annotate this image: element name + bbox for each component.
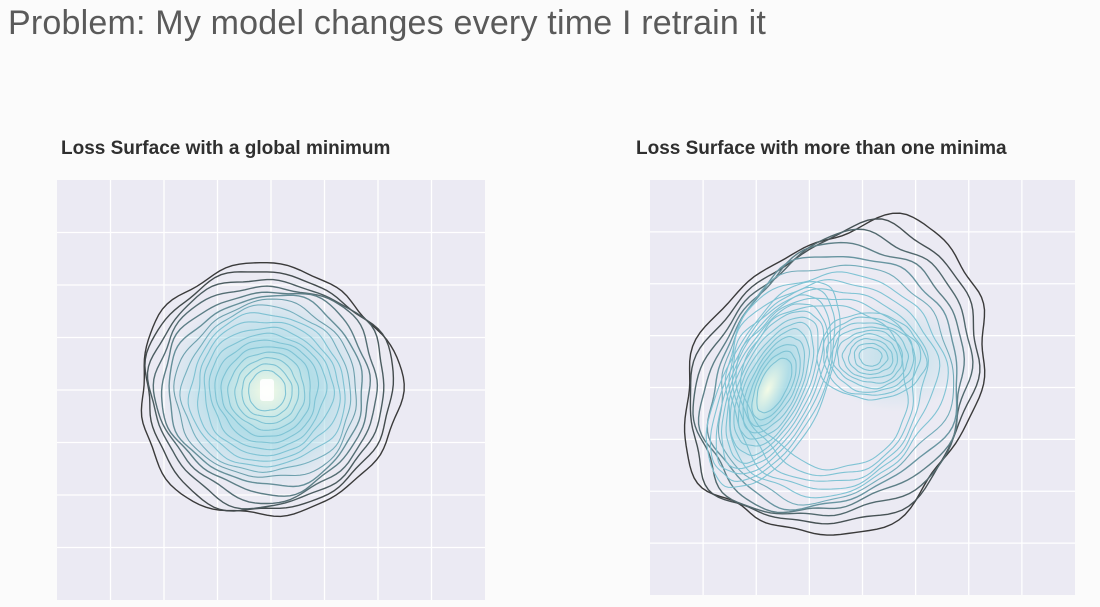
contour-line <box>706 256 958 511</box>
contour-line <box>160 291 372 497</box>
contour-line <box>214 339 320 444</box>
contour-line <box>144 271 395 512</box>
contour-line <box>173 298 357 478</box>
contour-line <box>720 303 829 470</box>
contour-line <box>816 312 928 401</box>
contour-line <box>731 288 929 482</box>
contour-lines <box>683 212 986 536</box>
contour-line <box>715 294 832 475</box>
slide-title: Problem: My model changes every time I r… <box>8 4 767 42</box>
contour-line <box>705 281 841 488</box>
contour-line <box>724 271 949 499</box>
contour-line <box>746 344 801 427</box>
contour-svg-global-minimum <box>57 180 485 600</box>
contour-line <box>168 294 363 488</box>
contour-line <box>853 342 889 372</box>
contour-line <box>733 321 815 447</box>
contour-line <box>187 312 346 468</box>
contour-line <box>742 335 806 434</box>
contour-plot-multiple-minima <box>650 180 1075 595</box>
contour-line <box>220 346 311 437</box>
contour-line <box>179 304 352 473</box>
contour-line <box>208 332 328 451</box>
contour-line <box>146 278 385 510</box>
contour-line <box>825 322 915 393</box>
contour-line <box>725 310 825 464</box>
contour-line <box>234 357 300 425</box>
contour-lines <box>140 262 405 518</box>
contour-line <box>203 326 335 457</box>
contour-line <box>692 228 974 517</box>
contour-plot-global-minimum <box>57 180 485 600</box>
contour-line <box>729 316 819 457</box>
contour-line <box>197 321 341 462</box>
contour-line <box>241 363 293 418</box>
contour-line <box>858 347 883 367</box>
contour-line <box>756 357 793 414</box>
contour-line <box>737 328 810 440</box>
contour-line <box>841 333 899 379</box>
contour-line <box>152 285 379 505</box>
contour-line <box>227 351 306 431</box>
contour-line <box>823 316 922 396</box>
contour-line <box>831 326 910 390</box>
contour-line <box>709 286 836 482</box>
contour-line <box>140 262 405 518</box>
chart-title-global-minimum: Loss Surface with a global minimum <box>61 138 391 159</box>
contour-line <box>697 241 966 514</box>
contour-svg-multiple-minima <box>650 180 1075 595</box>
contour-line <box>836 329 903 384</box>
contour-line <box>248 369 287 412</box>
minimum-marker <box>260 379 274 401</box>
contour-line <box>847 338 894 375</box>
contour-line <box>717 264 955 506</box>
chart-title-multiple-minima: Loss Surface with more than one minima <box>636 138 1007 159</box>
contour-line <box>689 218 981 525</box>
contour-line <box>751 350 797 421</box>
contour-line <box>740 304 909 471</box>
